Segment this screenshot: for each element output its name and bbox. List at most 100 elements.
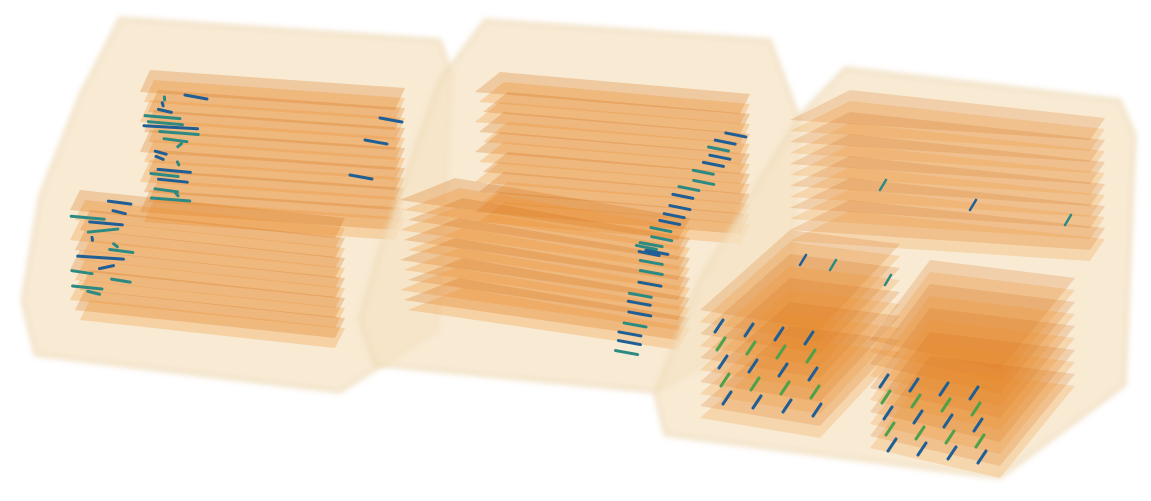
layer-slab	[790, 200, 1105, 250]
layer-slab	[479, 112, 750, 154]
marker-tick	[644, 248, 670, 256]
marker-tick	[154, 154, 165, 161]
marker-tick	[650, 235, 674, 243]
marker-tick	[162, 137, 189, 144]
layer-slab	[400, 208, 690, 270]
marker-tick	[626, 299, 652, 307]
marker-tick	[775, 344, 787, 360]
marker-tick	[777, 362, 789, 378]
marker-tick	[112, 242, 119, 249]
layer-slab	[479, 82, 750, 124]
marker-tick	[86, 289, 102, 296]
marker-tick	[86, 227, 120, 234]
marker-tick	[153, 149, 168, 156]
marker-tick	[348, 173, 374, 181]
marker-tick	[713, 138, 737, 146]
layer-slab	[144, 110, 405, 150]
layer-slab	[479, 172, 750, 214]
marker-tick	[886, 437, 898, 453]
layer-slab	[870, 320, 1075, 430]
marker-tick	[627, 310, 653, 318]
marker-tick	[721, 390, 733, 406]
layer-slab	[483, 152, 750, 194]
layer-slab	[870, 344, 1075, 454]
layer-slab	[790, 156, 1105, 206]
marker-tick	[160, 101, 165, 108]
marker-tick	[142, 124, 200, 131]
layer-slab	[475, 162, 750, 204]
layer-slab	[700, 290, 900, 390]
marker-tick	[878, 178, 888, 192]
marker-tick	[912, 409, 924, 425]
marker-tick	[828, 258, 838, 272]
layer-slab	[408, 288, 690, 350]
layer-slab	[408, 258, 690, 320]
marker-tick	[880, 389, 892, 405]
marker-tick	[692, 178, 716, 186]
layer-slab	[700, 242, 900, 342]
marker-tick	[717, 354, 729, 370]
layer-slab	[144, 140, 405, 180]
marker-tick	[914, 425, 926, 441]
layer-slab	[80, 300, 345, 348]
marker-tick	[627, 291, 653, 299]
layer-slab	[483, 122, 750, 164]
marker-tick	[97, 264, 115, 271]
marker-tick	[972, 417, 984, 433]
layer-slab	[790, 211, 1105, 261]
layer-slab	[790, 101, 1105, 151]
marker-tick	[805, 348, 817, 364]
marker-tick	[622, 321, 648, 329]
layer-slab	[75, 290, 345, 338]
layer-slab	[144, 170, 405, 210]
marker-tick	[724, 131, 748, 139]
layer-slab	[700, 302, 900, 402]
layer-slab	[148, 120, 405, 160]
layer-slab	[80, 240, 345, 288]
marker-tick	[153, 187, 180, 194]
layer-slab	[70, 220, 345, 268]
marker-tick	[946, 445, 958, 461]
layer-slab	[870, 356, 1075, 466]
marker-tick	[671, 192, 695, 200]
layer-slab	[400, 178, 690, 240]
marker-tick	[363, 138, 389, 146]
marker-tick	[779, 380, 791, 396]
layer-slab	[870, 284, 1075, 394]
layer-slab	[700, 266, 900, 366]
marker-tick	[883, 273, 893, 287]
layer-slab	[148, 180, 405, 220]
layer-slab	[140, 130, 405, 170]
marker-tick	[968, 385, 980, 401]
marker-tick	[378, 116, 404, 124]
middle-marker-group	[614, 131, 748, 357]
layer-slab	[144, 80, 405, 120]
marker-tick	[916, 441, 928, 457]
marker-tick	[968, 198, 978, 212]
layer-slab	[790, 167, 1105, 217]
marker-tick	[970, 401, 982, 417]
marker-tick	[617, 330, 643, 338]
marker-tick	[106, 199, 133, 206]
marker-tick	[176, 142, 183, 149]
marker-tick	[751, 394, 763, 410]
layer-slab	[75, 260, 345, 308]
layer-slab	[70, 250, 345, 298]
layer-slab	[80, 210, 345, 258]
layer-slab	[700, 278, 900, 378]
marker-tick	[691, 168, 715, 176]
marker-tick	[668, 204, 692, 212]
layer-slab	[148, 90, 405, 130]
marker-tick	[719, 372, 731, 388]
layer-slab	[475, 132, 750, 174]
marker-tick	[638, 268, 664, 276]
marker-tick	[108, 248, 135, 255]
layer-slab	[870, 296, 1075, 406]
layer-slab	[75, 230, 345, 278]
layer-slab	[870, 260, 1075, 370]
layer-slab	[80, 270, 345, 318]
right-container-shell	[653, 66, 1137, 480]
layer-slab	[404, 248, 690, 310]
layer-slab	[790, 145, 1105, 195]
